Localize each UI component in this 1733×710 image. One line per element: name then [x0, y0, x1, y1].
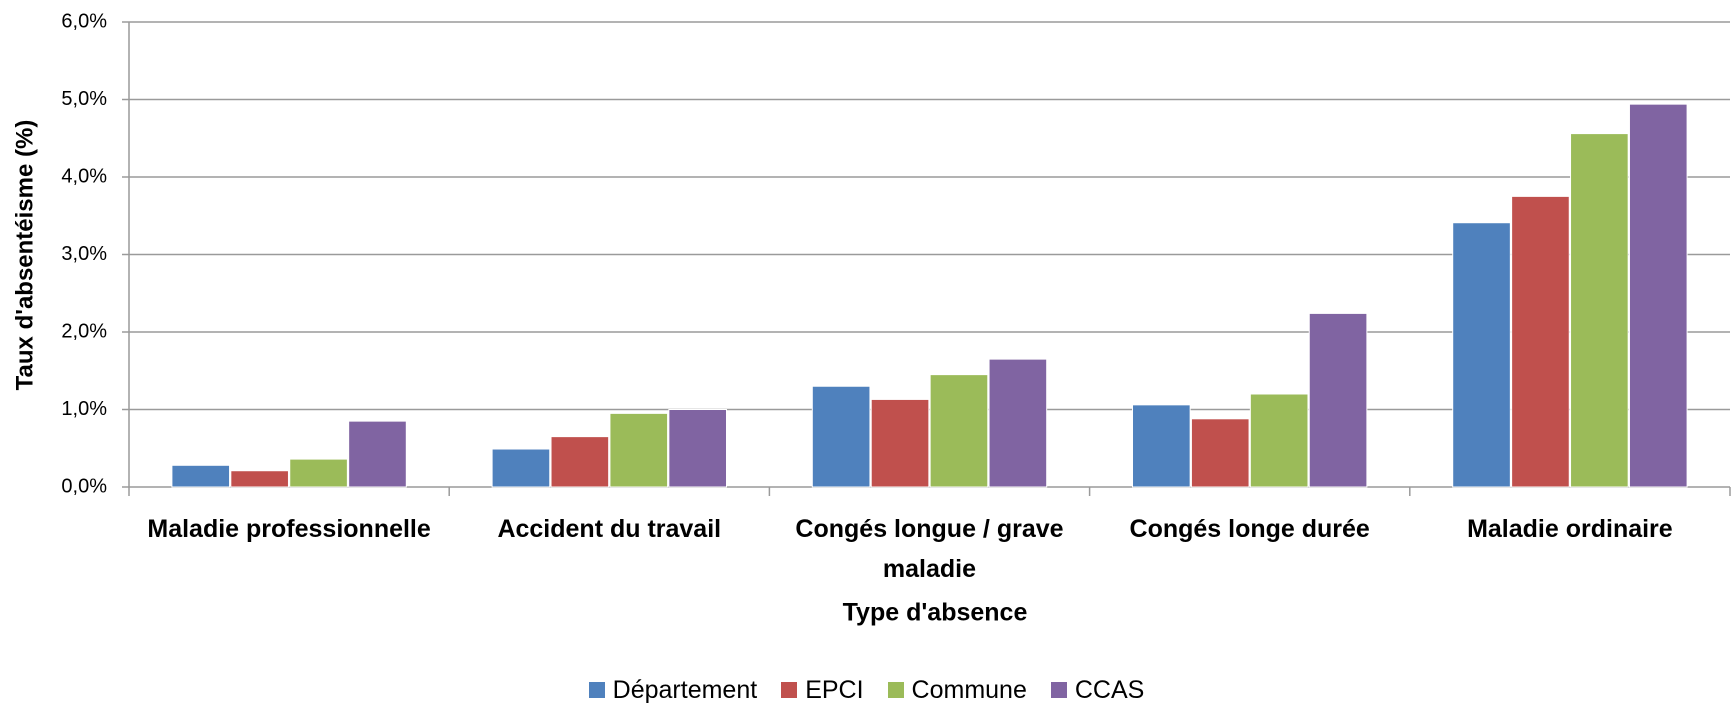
bar — [1132, 404, 1191, 488]
y-tick-label: 1,0% — [61, 398, 107, 420]
x-axis-title: Type d'absence — [843, 599, 1028, 627]
y-tick-label: 0,0% — [61, 475, 107, 497]
legend-label: EPCI — [805, 676, 864, 704]
bar — [609, 412, 669, 488]
legend-label: Commune — [911, 676, 1027, 704]
bar — [491, 448, 551, 488]
bar — [1511, 195, 1570, 488]
legend-item: Commune — [887, 676, 1027, 705]
legend-label: CCAS — [1074, 676, 1145, 704]
x-tick-label: Congés longue / grave maladie — [795, 515, 1064, 583]
y-tick-label: 5,0% — [61, 88, 107, 110]
x-tick-label: Maladie professionnelle — [147, 515, 431, 543]
legend-item: Département — [588, 676, 758, 705]
bar — [870, 398, 930, 488]
legend-label: Département — [612, 676, 758, 704]
bar — [1190, 418, 1250, 488]
bar — [988, 358, 1048, 488]
legend-item: CCAS — [1050, 676, 1145, 705]
bar — [929, 374, 989, 488]
y-tick-label: 4,0% — [61, 165, 107, 187]
legend-swatch — [1050, 682, 1067, 698]
x-tick-label: Maladie ordinaire — [1467, 515, 1673, 543]
bar — [1308, 312, 1368, 488]
y-tick-label: 2,0% — [61, 320, 107, 342]
bar — [1628, 103, 1688, 488]
legend-swatch — [588, 682, 605, 698]
bar — [1249, 393, 1309, 488]
bar — [289, 458, 348, 488]
y-axis-title: Taux d'absentéisme (%) — [11, 120, 38, 391]
x-tick-label: Congés longe durée — [1129, 515, 1370, 543]
bar — [348, 420, 407, 488]
bar — [811, 385, 871, 488]
y-tick-label: 3,0% — [61, 243, 107, 265]
legend-swatch — [781, 682, 798, 698]
legend-item: EPCI — [781, 676, 864, 705]
bar — [550, 436, 610, 488]
bar — [230, 470, 289, 488]
legend: Département EPCI Commune CCAS — [0, 676, 1733, 705]
bar — [1570, 133, 1629, 488]
y-tick-label: 6,0% — [61, 10, 107, 32]
bar — [171, 464, 231, 488]
x-tick-label: Accident du travail — [497, 515, 722, 543]
bar — [1452, 222, 1511, 488]
bar — [668, 409, 727, 488]
legend-swatch — [887, 682, 904, 698]
